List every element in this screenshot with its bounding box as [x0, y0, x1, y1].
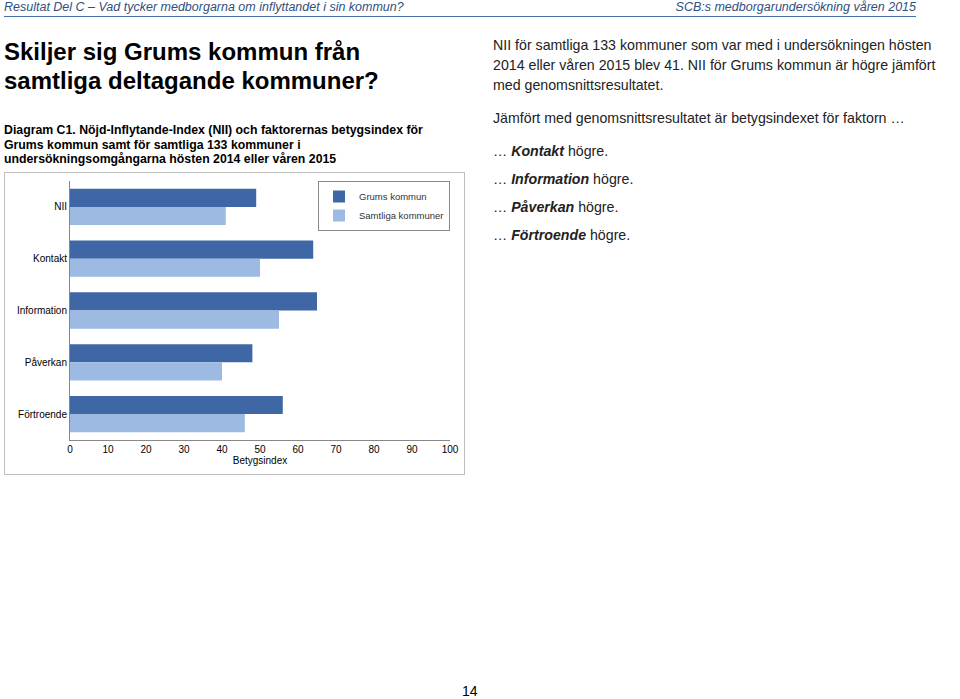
svg-text:90: 90: [406, 444, 418, 455]
html-text:… Förtroende högre.: … Förtroende högre.: [493, 227, 631, 243]
svg-text:80: 80: [368, 444, 380, 455]
svg-text:Förtroende: Förtroende: [18, 409, 67, 420]
html-text:14: 14: [462, 683, 478, 699]
html-text:… Information högre.: … Information högre.: [493, 171, 634, 187]
html-text:NII för samtliga 133 kommuner: NII för samtliga 133 kommuner som var me…: [493, 37, 936, 93]
svg-text:40: 40: [216, 444, 228, 455]
svg-text:20: 20: [140, 444, 152, 455]
svg-text:60: 60: [292, 444, 304, 455]
svg-text:Påverkan: Påverkan: [25, 357, 67, 368]
html-text:… Påverkan högre.: … Påverkan högre.: [493, 199, 619, 215]
html-text:… Kontakt högre.: … Kontakt högre.: [493, 143, 609, 159]
svg-text:100: 100: [442, 444, 459, 455]
svg-text:Betygsindex: Betygsindex: [233, 455, 287, 466]
html-text:SCB:s medborgarundersökning vå: SCB:s medborgarundersökning våren 2015: [675, 0, 916, 14]
svg-text:Kontakt: Kontakt: [33, 253, 67, 264]
svg-text:Grums kommun: Grums kommun: [359, 191, 427, 202]
html-text:Jämfört med genomsnittsresulta: Jämfört med genomsnittsresultatet är bet…: [493, 110, 905, 126]
html-text:Diagram C1. Nöjd-Inflytande-In: Diagram C1. Nöjd-Inflytande-Index (NII) …: [4, 123, 423, 166]
svg-text:NII: NII: [54, 201, 67, 212]
svg-text:50: 50: [254, 444, 266, 455]
svg-text:10: 10: [102, 444, 114, 455]
svg-text:70: 70: [330, 444, 342, 455]
svg-text:Samtliga kommuner: Samtliga kommuner: [359, 210, 443, 221]
svg-text:Information: Information: [17, 305, 67, 316]
html-text:Skiljer sig Grums kommun från: Skiljer sig Grums kommun från samtliga d…: [4, 38, 379, 94]
svg-text:30: 30: [178, 444, 190, 455]
html-text:Resultat Del C – Vad tycker me: Resultat Del C – Vad tycker medborgarna …: [4, 0, 404, 14]
svg-text:0: 0: [67, 444, 73, 455]
